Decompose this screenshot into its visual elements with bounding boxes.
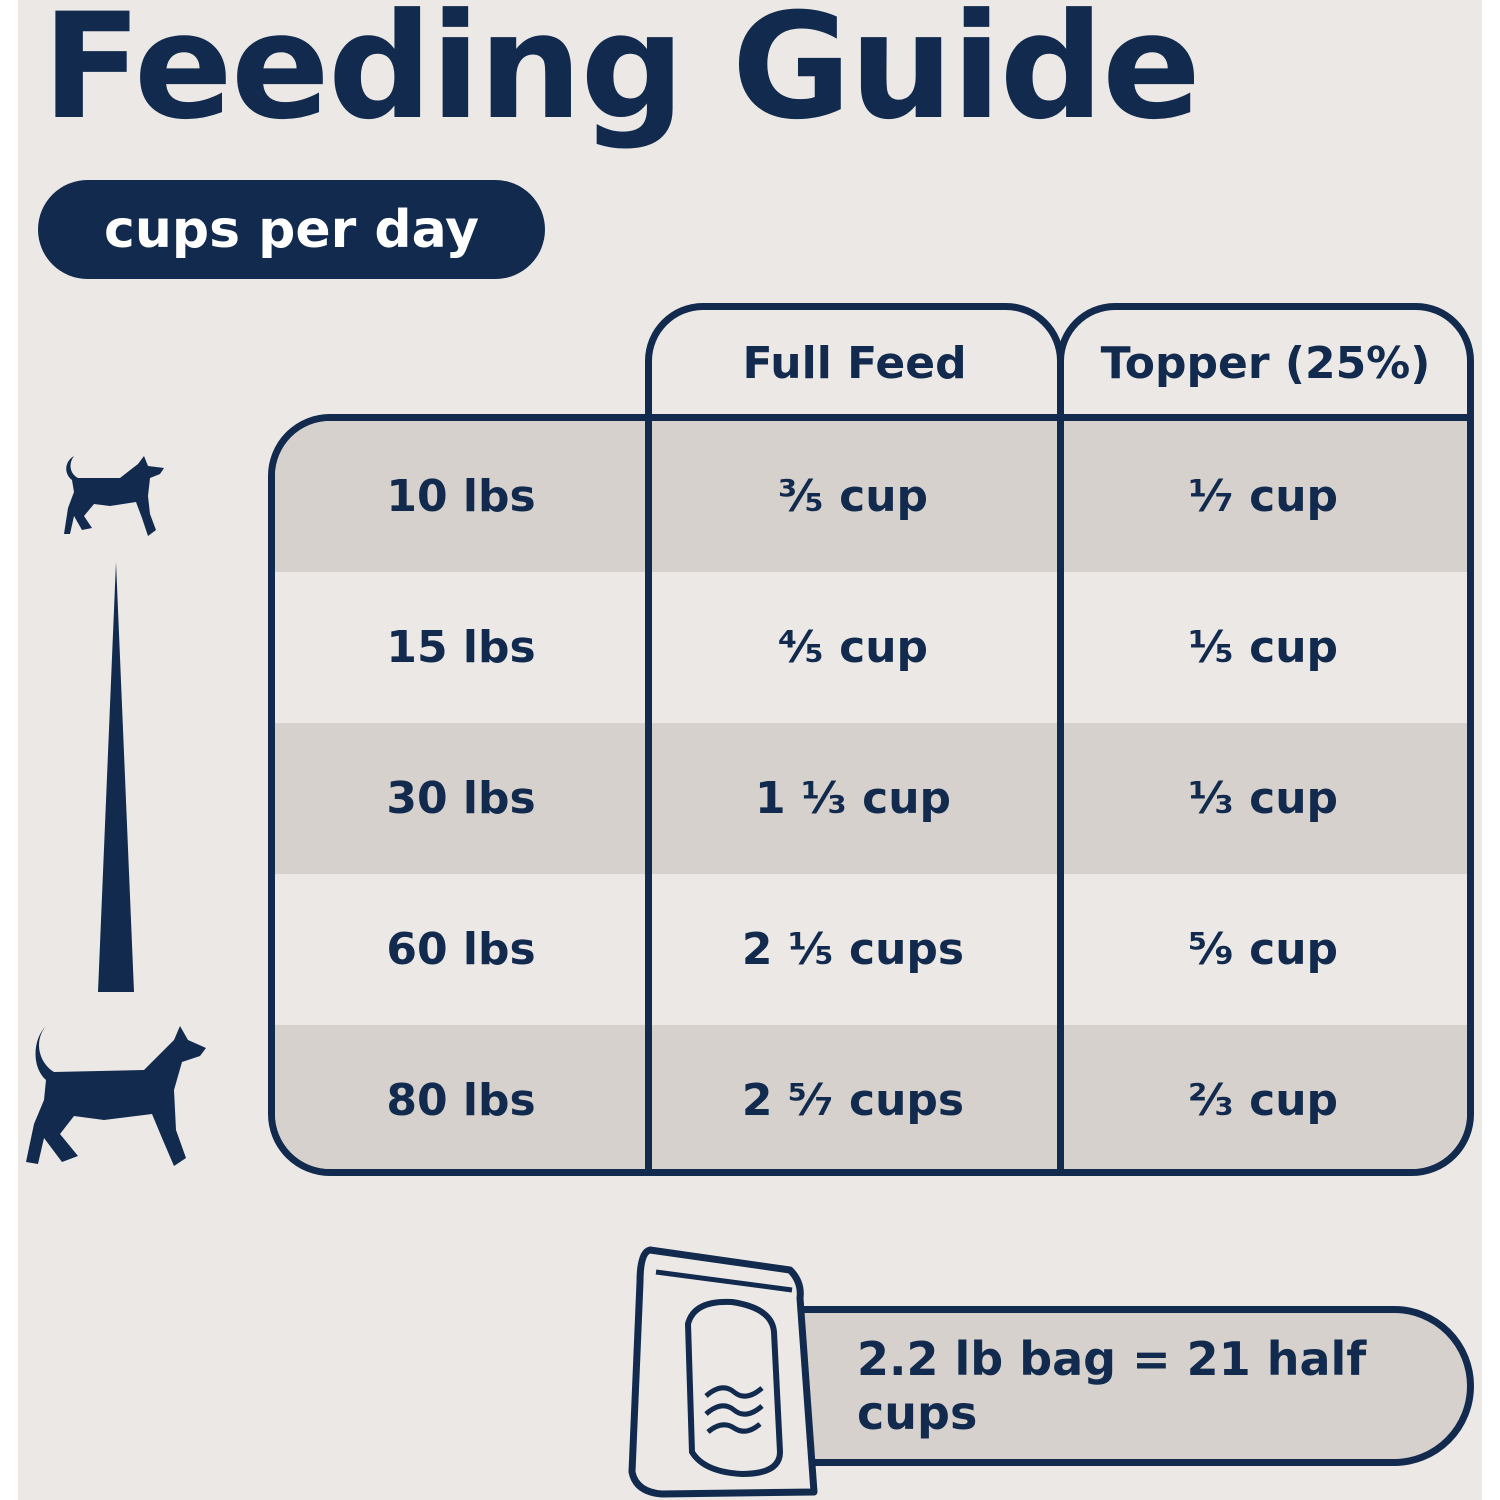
table-row: 15 lbs ⁴⁄₅ cup ¹⁄₅ cup [275,572,1467,723]
page-title: Feeding Guide [42,0,1201,152]
food-bag-icon [628,1246,818,1498]
bag-info-banner: 2.2 lb bag = 21 half cups [770,1306,1474,1466]
column-divider [645,421,652,1169]
table-row: 10 lbs ³⁄₅ cup ¹⁄₇ cup [275,421,1467,572]
bag-note-text: 2.2 lb bag = 21 half cups [857,1332,1367,1440]
header-full-feed: Full Feed [645,303,1064,417]
full-feed-cell: 2 ⁵⁄₇ cups [741,1075,965,1126]
table-row: 60 lbs 2 ¹⁄₅ cups ⁵⁄₉ cup [275,874,1467,1025]
small-dog-icon [64,456,164,536]
full-feed-cell: ³⁄₅ cup [777,471,929,522]
full-feed-cell: ⁴⁄₅ cup [777,622,929,673]
header-topper: Topper (25%) [1057,303,1474,417]
size-scale-wedge-icon [98,562,134,992]
full-feed-cell: 2 ¹⁄₅ cups [741,924,965,975]
large-dog-icon [26,1026,206,1166]
topper-cell: ¹⁄₃ cup [1187,773,1339,824]
weight-cell: 80 lbs [386,1075,536,1126]
weight-cell: 15 lbs [386,622,536,673]
weight-cell: 30 lbs [386,773,536,824]
table-row: 30 lbs 1 ¹⁄₃ cup ¹⁄₃ cup [275,723,1467,874]
full-feed-cell: 1 ¹⁄₃ cup [754,773,952,824]
topper-cell: ⁵⁄₉ cup [1187,924,1339,975]
column-divider [1057,421,1064,1169]
feeding-table: 10 lbs ³⁄₅ cup ¹⁄₇ cup 15 lbs ⁴⁄₅ cup ¹⁄… [268,414,1474,1176]
topper-cell: ¹⁄₅ cup [1187,622,1339,673]
topper-cell: ²⁄₃ cup [1187,1075,1339,1126]
units-pill: cups per day [38,180,545,279]
weight-cell: 10 lbs [386,471,536,522]
table-row: 80 lbs 2 ⁵⁄₇ cups ²⁄₃ cup [275,1025,1467,1169]
topper-cell: ¹⁄₇ cup [1187,471,1339,522]
weight-cell: 60 lbs [386,924,536,975]
